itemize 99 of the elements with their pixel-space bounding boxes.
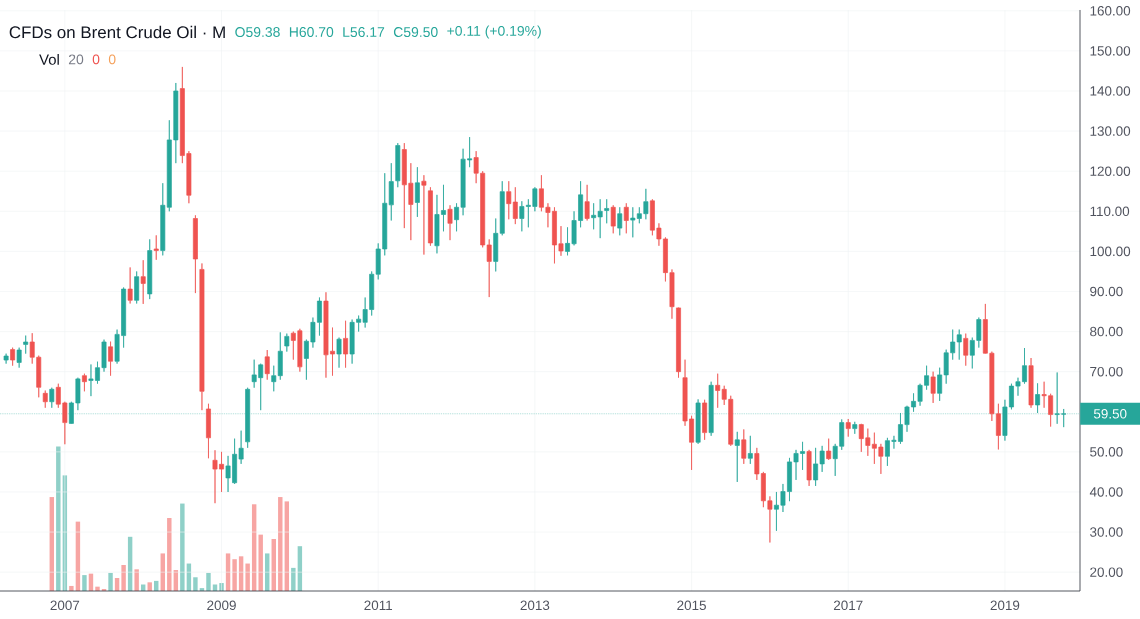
- candlestick: [3, 353, 9, 364]
- y-tick-label: 120.00: [1090, 166, 1131, 176]
- candlestick: [336, 337, 342, 369]
- candlestick: [427, 186, 433, 247]
- candlestick: [499, 180, 505, 236]
- candlestick: [421, 174, 427, 255]
- candlestick: [826, 438, 832, 461]
- bar: [82, 575, 87, 591]
- ref-line-label: 59.50: [1093, 409, 1127, 419]
- candlestick: [206, 403, 211, 459]
- y-tick-label: 100.00: [1090, 246, 1131, 257]
- candlestick: [42, 390, 48, 409]
- candlestick: [127, 267, 133, 304]
- candlestick: [343, 320, 349, 369]
- y-tick-label: 50.00: [1090, 447, 1123, 457]
- candlestick: [734, 431, 740, 483]
- y-tick-label: 90.00: [1090, 286, 1123, 297]
- y-tick-label: 130.00: [1090, 126, 1131, 136]
- candlestick: [388, 162, 394, 221]
- candlestick: [16, 347, 22, 369]
- annotation: 0: [92, 54, 100, 65]
- bar: [278, 497, 283, 591]
- y-tick-label: 70.00: [1090, 366, 1123, 377]
- candlestick: [708, 381, 714, 437]
- candlestick: [1028, 357, 1034, 409]
- bar: [147, 582, 152, 591]
- annotation: +0.11 (+0.19%): [447, 25, 541, 39]
- x-tick-label: 2015: [677, 600, 706, 611]
- y-tick-label: 110.00: [1090, 206, 1130, 217]
- y-tick-label: 140.00: [1090, 86, 1131, 96]
- y-tick-label: 40.00: [1089, 487, 1123, 497]
- candlestick: [676, 307, 681, 379]
- x-tick-label: 2019: [990, 600, 1020, 611]
- bar: [206, 572, 211, 591]
- candlestick: [623, 202, 629, 234]
- annotation: H60.70: [289, 27, 334, 38]
- candlestick: [617, 206, 623, 236]
- x-tick-label: 2011: [364, 600, 393, 611]
- candlestick: [447, 204, 453, 241]
- candlestick: [153, 234, 159, 261]
- y-tick-label: 160.00: [1090, 6, 1131, 16]
- candlestick: [23, 335, 29, 354]
- x-tick-label: 2013: [520, 600, 550, 611]
- candlestick: [741, 429, 747, 465]
- candlestick: [1035, 382, 1041, 414]
- candlestick: [852, 421, 858, 435]
- bar: [167, 518, 172, 591]
- y-tick-label: 20.00: [1090, 567, 1123, 577]
- candlestick: [695, 398, 701, 445]
- candlestick: [845, 418, 851, 437]
- candlestick: [930, 371, 936, 404]
- candlestick: [604, 198, 610, 224]
- candlestick: [199, 263, 205, 411]
- bar: [193, 577, 198, 591]
- x-tick-label: 2007: [50, 600, 80, 611]
- candlestick: [747, 435, 753, 465]
- x-tick-label: 2009: [207, 600, 236, 611]
- annotation: O59.38: [235, 27, 280, 38]
- bar: [258, 534, 263, 591]
- candlestick: [702, 399, 708, 441]
- bar: [134, 569, 139, 591]
- bar: [232, 559, 237, 591]
- candlestick: [271, 365, 277, 392]
- candlestick: [414, 166, 420, 218]
- candlestick: [140, 259, 146, 305]
- y-tick-label: 30.00: [1090, 527, 1123, 537]
- candlestick: [284, 333, 290, 352]
- bar: [121, 564, 126, 591]
- candlestick: [134, 271, 140, 304]
- bar: [291, 567, 296, 591]
- annotation: C59.50: [393, 27, 438, 38]
- candlestick: [395, 142, 401, 188]
- text: CFDs on Brent Crude Oil · M: [9, 25, 225, 39]
- bar: [245, 563, 250, 591]
- candlestick: [81, 373, 87, 392]
- candlestick: [584, 184, 590, 221]
- x-tick-label: 2017: [833, 600, 863, 611]
- annotation: 0: [108, 54, 116, 65]
- candlestick: [108, 341, 113, 377]
- candlestick: [147, 239, 153, 300]
- bar: [180, 503, 185, 591]
- candlestick: [192, 214, 198, 294]
- candlestick: [245, 387, 251, 449]
- candlestick: [10, 347, 16, 367]
- candlestick: [610, 204, 616, 234]
- y-tick-label: 150.00: [1090, 46, 1131, 56]
- chart-title: Vol: [39, 53, 59, 65]
- candlestick: [806, 449, 812, 487]
- candlestick: [493, 218, 499, 272]
- bar: [108, 572, 113, 591]
- bar: [69, 585, 74, 591]
- candlestick: [264, 349, 270, 381]
- y-tick-label: 80.00: [1090, 326, 1123, 337]
- candlestick: [277, 332, 283, 381]
- annotation: 20: [68, 54, 84, 65]
- candlestick: [963, 333, 969, 367]
- bar: [56, 446, 61, 591]
- candlestick: [49, 387, 55, 409]
- annotation: L56.17: [343, 27, 385, 38]
